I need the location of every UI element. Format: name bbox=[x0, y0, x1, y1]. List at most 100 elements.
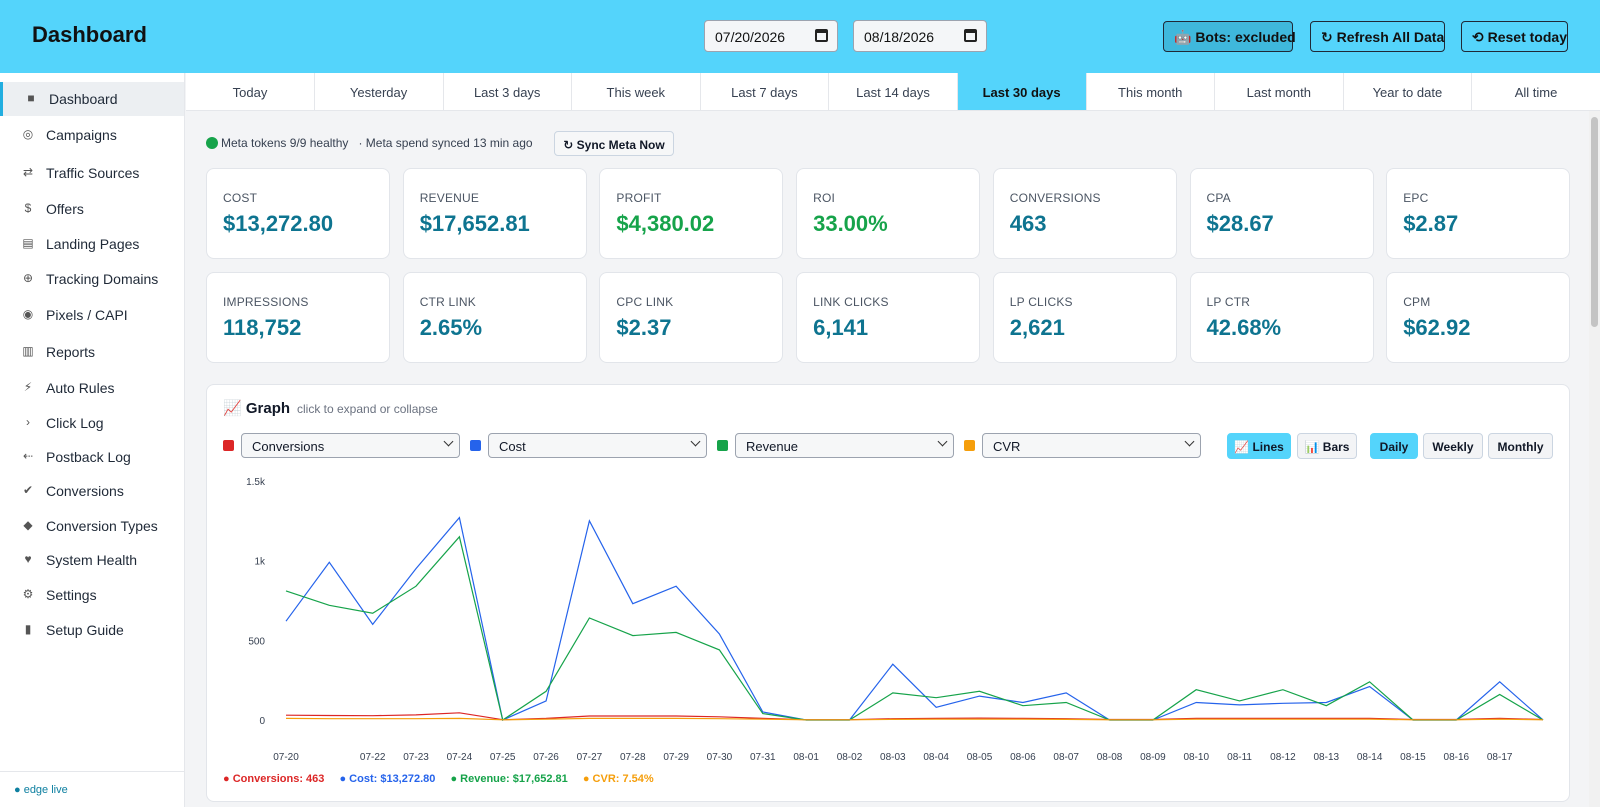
x-tick-label: 08-07 bbox=[1053, 752, 1079, 763]
sidebar-item-dashboard[interactable]: ■ Dashboard bbox=[0, 82, 184, 116]
metric-value: 2.65% bbox=[419, 315, 483, 340]
sidebar-item-pixels-capi[interactable]: ◉ Pixels / CAPI bbox=[0, 298, 184, 332]
tab-last-3-days[interactable]: Last 3 days bbox=[443, 73, 573, 110]
metric-card-profit: PROFIT $4,380.02 bbox=[599, 168, 784, 259]
metric-card-lp-clicks: LP CLICKS 2,621 bbox=[992, 272, 1177, 363]
date-from-value: 07/20/2026 bbox=[715, 29, 786, 45]
series-select-2[interactable]: Cost bbox=[488, 433, 707, 458]
sidebar-item-label: Pixels / CAPI bbox=[46, 307, 128, 323]
nav-icon: › bbox=[26, 415, 30, 429]
nav-icon: ⊕ bbox=[22, 271, 34, 285]
metric-card-lp-ctr: LP CTR 42.68% bbox=[1189, 272, 1374, 363]
sidebar-item-system-health[interactable]: ♥ System Health bbox=[0, 543, 184, 577]
x-tick-label: 08-06 bbox=[1010, 752, 1036, 763]
metric-value: $2.87 bbox=[1403, 211, 1459, 236]
y-tick-label: 1.5k bbox=[246, 477, 266, 488]
sidebar-item-click-log[interactable]: › Click Log bbox=[0, 406, 184, 440]
metric-card-revenue: REVENUE $17,652.81 bbox=[402, 168, 587, 259]
sidebar-item-landing-pages[interactable]: ▤ Landing Pages bbox=[0, 227, 184, 261]
tab-this-month[interactable]: This month bbox=[1086, 73, 1216, 110]
series-select-3[interactable]: Revenue bbox=[735, 433, 954, 458]
tab-all-time[interactable]: All time bbox=[1472, 73, 1600, 110]
graph-panel: 📈 Graph click to expand or collapse Conv… bbox=[206, 384, 1570, 802]
metric-card-cpc-link: CPC LINK $2.37 bbox=[599, 272, 784, 363]
metric-label: PROFIT bbox=[616, 191, 662, 205]
x-tick-label: 07-28 bbox=[620, 752, 646, 763]
meta-tokens-text: Meta tokens 9/9 healthy bbox=[221, 136, 349, 150]
refresh-all-button[interactable]: ↻ Refresh All Data bbox=[1310, 21, 1445, 52]
sidebar-item-tracking-domains[interactable]: ⊕ Tracking Domains bbox=[0, 262, 184, 296]
x-tick-label: 07-20 bbox=[273, 752, 299, 763]
sidebar-item-offers[interactable]: $ Offers bbox=[0, 192, 184, 226]
date-to-input[interactable]: 08/18/2026 bbox=[853, 20, 987, 52]
metric-label: CPM bbox=[1403, 295, 1431, 309]
metric-label: CONVERSIONS bbox=[1009, 191, 1101, 205]
series-select-4[interactable]: CVR bbox=[982, 433, 1201, 458]
tab-today[interactable]: Today bbox=[186, 73, 315, 110]
series-color-swatch bbox=[964, 440, 975, 451]
tab-last-month[interactable]: Last month bbox=[1215, 73, 1344, 110]
sidebar-item-campaigns[interactable]: ◎ Campaigns bbox=[0, 118, 184, 152]
sidebar-item-conversions[interactable]: ✔ Conversions bbox=[0, 474, 184, 508]
x-tick-label: 07-26 bbox=[533, 752, 559, 763]
weekly-button[interactable]: Weekly bbox=[1423, 433, 1483, 459]
nav-icon: ✔ bbox=[22, 483, 34, 497]
sync-meta-button[interactable]: ↻ Sync Meta Now bbox=[554, 131, 674, 156]
sidebar-item-traffic-sources[interactable]: ⇄ Traffic Sources bbox=[0, 156, 184, 190]
sidebar-item-settings[interactable]: ⚙ Settings bbox=[0, 578, 184, 612]
x-tick-label: 07-25 bbox=[490, 752, 516, 763]
series-line-revenue bbox=[285, 535, 1544, 721]
healthy-dot-icon bbox=[206, 137, 218, 149]
bots-toggle-button[interactable]: 🤖 Bots: excluded bbox=[1163, 21, 1296, 52]
series-select-value: Conversions bbox=[252, 439, 325, 454]
calendar-icon[interactable] bbox=[815, 29, 828, 42]
metric-label: EPC bbox=[1403, 191, 1429, 205]
sidebar-item-postback-log[interactable]: ⇠ Postback Log bbox=[0, 440, 184, 474]
bars-view-button[interactable]: 📊 Bars bbox=[1297, 433, 1357, 459]
monthly-button[interactable]: Monthly bbox=[1488, 433, 1553, 459]
metric-card-ctr-link: CTR LINK 2.65% bbox=[402, 272, 587, 363]
series-line-cost bbox=[285, 516, 1544, 721]
sidebar-item-auto-rules[interactable]: ⚡ Auto Rules bbox=[0, 371, 184, 405]
nav-icon: ⇄ bbox=[22, 165, 34, 179]
sidebar-item-setup-guide[interactable]: ▮ Setup Guide bbox=[0, 613, 184, 647]
tab-last-30-days[interactable]: Last 30 days bbox=[957, 73, 1087, 110]
metric-card-roi: ROI 33.00% bbox=[796, 168, 981, 259]
metric-card-cost: COST $13,272.80 bbox=[206, 168, 390, 259]
series-select-value: Cost bbox=[499, 439, 526, 454]
metric-value: 33.00% bbox=[813, 211, 888, 236]
sidebar-item-reports[interactable]: ▥ Reports bbox=[0, 335, 184, 369]
tab-last-14-days[interactable]: Last 14 days bbox=[829, 73, 958, 110]
series-select-value: Revenue bbox=[746, 439, 799, 454]
metric-label: IMPRESSIONS bbox=[223, 295, 309, 309]
x-tick-label: 08-13 bbox=[1313, 752, 1339, 763]
metric-value: 118,752 bbox=[223, 315, 302, 340]
tab-year-to-date[interactable]: Year to date bbox=[1343, 73, 1473, 110]
sidebar-item-label: Landing Pages bbox=[46, 236, 140, 252]
sidebar-item-conversion-types[interactable]: ◆ Conversion Types bbox=[0, 509, 184, 543]
series-color-swatch bbox=[223, 440, 234, 451]
nav-icon: ◆ bbox=[23, 518, 33, 532]
metric-label: LP CLICKS bbox=[1009, 295, 1073, 309]
page-scrollbar[interactable] bbox=[1589, 111, 1600, 807]
graph-title[interactable]: 📈 Graph bbox=[223, 400, 291, 417]
reset-today-button[interactable]: ⟲ Reset today bbox=[1461, 21, 1568, 52]
x-tick-label: 08-01 bbox=[793, 752, 819, 763]
tab-this-week[interactable]: This week bbox=[572, 73, 701, 110]
scrollbar-thumb[interactable] bbox=[1591, 117, 1598, 327]
x-tick-label: 07-22 bbox=[360, 752, 386, 763]
date-from-input[interactable]: 07/20/2026 bbox=[704, 20, 838, 52]
daily-button[interactable]: Daily bbox=[1370, 433, 1418, 459]
metric-label: CTR LINK bbox=[419, 295, 476, 309]
tab-last-7-days[interactable]: Last 7 days bbox=[700, 73, 830, 110]
y-tick-label: 0 bbox=[259, 716, 265, 727]
tab-yesterday[interactable]: Yesterday bbox=[315, 73, 444, 110]
series-select-1[interactable]: Conversions bbox=[241, 433, 460, 458]
calendar-icon[interactable] bbox=[964, 29, 977, 42]
x-tick-label: 07-24 bbox=[447, 752, 473, 763]
metric-value: 6,141 bbox=[813, 315, 869, 340]
sidebar-item-label: Conversion Types bbox=[46, 518, 158, 534]
lines-view-button[interactable]: 📈 Lines bbox=[1227, 433, 1291, 459]
metric-card-conversions: CONVERSIONS 463 bbox=[992, 168, 1177, 259]
sidebar: ■ Dashboard ◎ Campaigns ⇄ Traffic Sources $ Off… bbox=[0, 73, 185, 807]
